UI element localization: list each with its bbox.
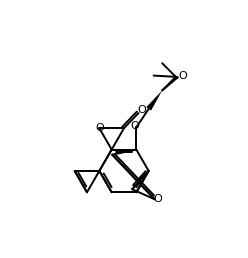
Polygon shape [146,90,162,111]
Text: O: O [178,71,187,81]
Text: O: O [131,121,139,131]
Text: O: O [137,105,146,115]
Text: O: O [154,194,162,204]
Text: O: O [95,123,104,133]
